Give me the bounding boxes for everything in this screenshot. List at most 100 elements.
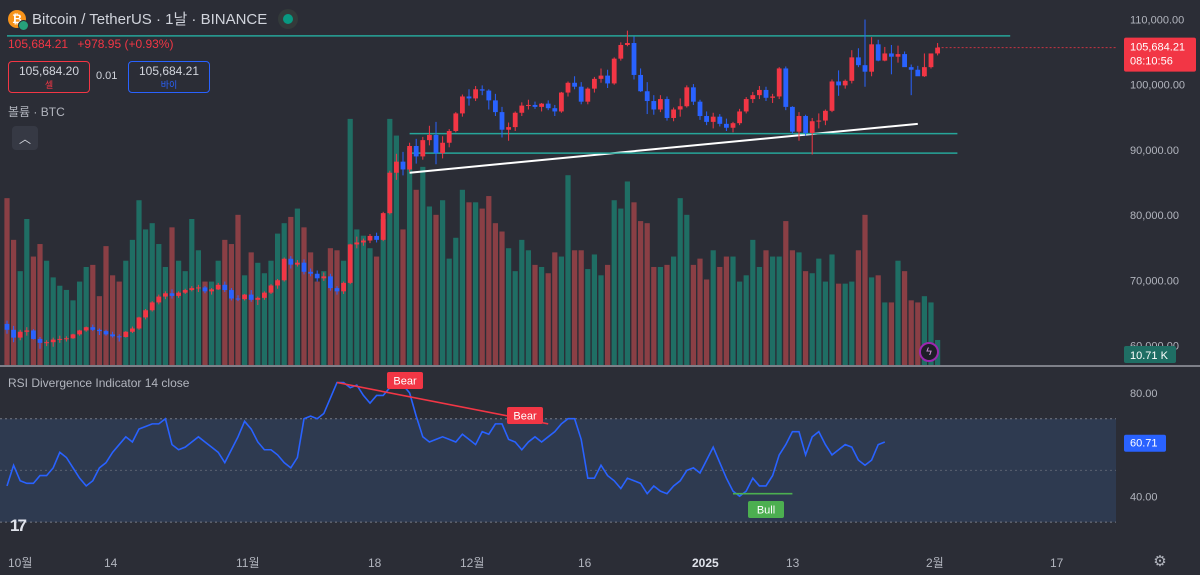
tradingview-logo[interactable]: 17 bbox=[10, 516, 27, 535]
candle bbox=[374, 235, 379, 240]
buy-button[interactable]: 105,684.21 바이 bbox=[128, 61, 210, 93]
volume-tag bbox=[1124, 346, 1176, 363]
volume-bar bbox=[413, 189, 419, 365]
drawing-lines bbox=[7, 35, 1116, 174]
volume-bar bbox=[750, 239, 756, 365]
candle bbox=[229, 290, 234, 299]
candle bbox=[928, 53, 934, 68]
candle bbox=[651, 101, 657, 110]
candle bbox=[559, 92, 564, 112]
candle bbox=[103, 331, 109, 335]
time-tick-label: 16 bbox=[578, 556, 592, 570]
volume-bar bbox=[836, 283, 842, 365]
candle bbox=[354, 242, 360, 245]
volume-bar bbox=[116, 281, 122, 365]
candle bbox=[770, 96, 775, 98]
volume-bar bbox=[539, 266, 545, 365]
volume-bar bbox=[552, 252, 558, 365]
candle bbox=[677, 106, 683, 110]
volume-bar bbox=[565, 175, 571, 365]
volume-bar bbox=[440, 200, 446, 365]
candle bbox=[440, 142, 445, 154]
volume-bar bbox=[710, 250, 716, 365]
volume-bar bbox=[77, 281, 83, 365]
volume-bar bbox=[110, 275, 116, 365]
candle bbox=[592, 78, 597, 89]
price-tick-label: 80,000.00 bbox=[1130, 210, 1179, 222]
rsi-legend[interactable]: RSI Divergence Indicator 14 close bbox=[8, 376, 190, 390]
volume-bar bbox=[453, 237, 459, 365]
candle bbox=[367, 235, 373, 241]
volume-last-label: 10.71 K bbox=[1130, 350, 1169, 362]
volume-bar bbox=[189, 219, 195, 365]
candle bbox=[57, 338, 63, 340]
volume-bar bbox=[598, 275, 604, 365]
candle bbox=[202, 287, 208, 292]
chevron-up-icon[interactable]: ︿ bbox=[12, 126, 38, 150]
volume-bar bbox=[631, 202, 637, 365]
volume-bar bbox=[281, 223, 287, 365]
volume-bar bbox=[519, 239, 525, 365]
volume-bar bbox=[756, 266, 762, 365]
candle bbox=[869, 44, 874, 72]
volume-bar bbox=[558, 256, 564, 365]
rsi-current-label: 60.71 bbox=[1130, 438, 1158, 450]
volume-bar bbox=[11, 239, 17, 365]
candle bbox=[24, 330, 30, 332]
volume-bar bbox=[651, 266, 657, 365]
price-change: +978.95 (+0.93%) bbox=[77, 37, 174, 51]
volume-bar bbox=[354, 229, 360, 365]
candle bbox=[427, 134, 432, 141]
volume-bar bbox=[176, 260, 182, 365]
volume-bar bbox=[743, 275, 749, 365]
candle bbox=[915, 69, 921, 77]
volume-bar bbox=[928, 302, 934, 365]
volume-bar bbox=[24, 219, 30, 365]
volume-bar bbox=[400, 229, 406, 365]
volume-bar bbox=[44, 260, 50, 365]
price-summary: 105,684.21 +978.95 (+0.93%) bbox=[8, 37, 173, 51]
candle bbox=[526, 104, 531, 106]
volume-bar bbox=[855, 250, 861, 365]
volume-bar bbox=[367, 248, 373, 365]
volume-bar bbox=[690, 264, 696, 365]
candle bbox=[902, 54, 907, 68]
candle bbox=[341, 282, 346, 292]
candle bbox=[169, 293, 175, 296]
volume-bar bbox=[393, 135, 399, 365]
volume-bar bbox=[849, 281, 855, 365]
candle bbox=[116, 336, 122, 338]
chart-header: ₿ Bitcoin / TetherUS · 1날 · BINANCE bbox=[8, 8, 294, 31]
candle bbox=[275, 280, 280, 286]
time-tick-label: 18 bbox=[368, 556, 382, 570]
volume-bar bbox=[380, 219, 386, 365]
volume-bar bbox=[921, 296, 927, 365]
volume-bar bbox=[215, 260, 221, 365]
candle bbox=[400, 161, 406, 170]
candle bbox=[380, 213, 386, 240]
divergence-tag bbox=[748, 501, 784, 518]
spread-value: 0.01 bbox=[96, 70, 118, 82]
sell-button[interactable]: 105,684.20 셀 bbox=[8, 61, 90, 93]
volume-bar bbox=[420, 166, 426, 365]
time-tick-label: 14 bbox=[104, 556, 118, 570]
candle bbox=[149, 302, 155, 311]
volume-legend[interactable]: 볼륨 · BTC bbox=[8, 105, 65, 119]
axes: 110,000.00 100,000.00 90,000.00 80,000.00 70… bbox=[1124, 15, 1196, 363]
candle bbox=[413, 146, 419, 157]
candle bbox=[572, 82, 577, 87]
candle bbox=[321, 276, 327, 279]
gear-icon[interactable]: ⚙ bbox=[1153, 553, 1167, 570]
candle bbox=[875, 44, 881, 61]
candles bbox=[4, 19, 940, 349]
volume-bar bbox=[301, 227, 307, 365]
symbol-title[interactable]: Bitcoin / TetherUS · 1날 · BINANCE bbox=[32, 11, 268, 28]
lightning-icon[interactable]: ϟ bbox=[919, 342, 939, 362]
candle bbox=[684, 87, 690, 107]
volume-bar bbox=[235, 214, 241, 365]
candle bbox=[11, 329, 16, 338]
candle bbox=[836, 81, 841, 86]
candle bbox=[314, 273, 320, 279]
rsi-pane: Bear Bear Bull 80.00 40.00 60.71 bbox=[6, 372, 1166, 518]
